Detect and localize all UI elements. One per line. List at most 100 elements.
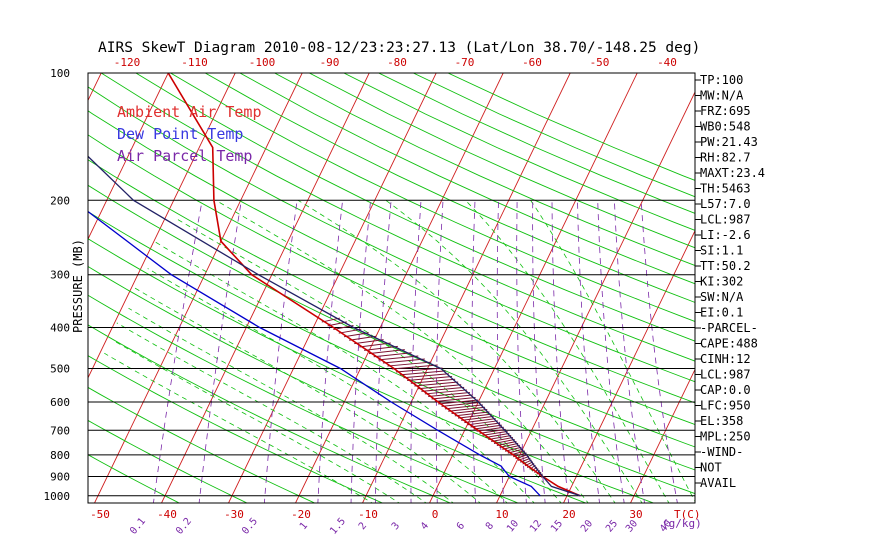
mixing-ratio-line (350, 200, 371, 503)
temp-tick-top: -100 (249, 56, 276, 69)
isotherm-line (94, 73, 303, 503)
pressure-tick-label: 1000 (44, 490, 71, 503)
cape-hatch-line (457, 413, 492, 419)
cape-hatch-line (473, 424, 502, 430)
index-label: LI:-2.6 (700, 228, 751, 242)
legend-entry: Dew Point Temp (117, 125, 243, 143)
mixing-ratio-label: 12 (528, 518, 544, 534)
cape-hatch-line (378, 355, 419, 361)
dry-adiabat-line (88, 159, 695, 448)
index-label: MW:N/A (700, 89, 744, 103)
dry-adiabat-line (88, 86, 695, 383)
temp-tick-bottom: -40 (157, 508, 177, 521)
index-label: LFC:950 (700, 399, 751, 413)
cape-hatch-line (395, 367, 443, 373)
cape-hatch-line (444, 404, 483, 410)
cape-hatch-line (451, 409, 488, 415)
mixing-ratio-line (263, 200, 298, 503)
moist-adiabat-line (147, 268, 508, 503)
index-label: PW:21.43 (700, 135, 758, 149)
cape-hatch-line (461, 415, 494, 421)
isotherm-line (563, 229, 695, 503)
index-label: CAP:0.0 (700, 383, 751, 397)
mixing-ratio-line (471, 200, 477, 503)
pressure-tick-label: 400 (50, 322, 70, 335)
cape-hatch-line (424, 389, 468, 395)
index-label: SW:N/A (700, 290, 744, 304)
pressure-tick-label: 700 (50, 424, 70, 437)
temp-tick-bottom: -10 (358, 508, 378, 521)
pressure-tick-label: 300 (50, 269, 70, 282)
cape-hatch-line (387, 361, 432, 367)
cape-hatch-line (431, 394, 473, 400)
cape-hatch-line (448, 406, 486, 412)
mixing-ratio-line (516, 200, 527, 503)
isobar-lines (88, 199, 695, 497)
mixing-ratio-label: 0.1 (128, 516, 148, 537)
isotherm-line (228, 73, 437, 503)
plot-frame (87, 72, 696, 504)
index-label: LCL:987 (700, 368, 751, 382)
temp-tick-bottom: 30 (629, 508, 642, 521)
mixing-ratio-line (198, 200, 242, 503)
dry-adiabat-line (239, 73, 695, 285)
index-label: MAXT:23.4 (700, 166, 765, 180)
isotherm-line (161, 73, 370, 503)
mixing-ratio-label: 8 (484, 521, 496, 533)
mixing-ratio-line (532, 200, 546, 503)
cape-hatch-line (488, 435, 512, 441)
dry-adiabat-line (88, 184, 695, 471)
dry-adiabat-line (88, 110, 695, 404)
index-label: AVAIL (700, 476, 736, 490)
temp-tick-bottom: 20 (562, 508, 575, 521)
dry-adiabat-line (88, 324, 452, 503)
moist-adiabat-line (530, 200, 695, 503)
cape-hatch-line (349, 335, 377, 341)
cape-hatch-line (464, 418, 496, 424)
moist-adiabat-line (153, 240, 535, 503)
index-label: TH:5463 (700, 182, 751, 196)
mixing-ratio-label: 20 (579, 518, 595, 534)
chart-title: AIRS SkewT Diagram 2010-08-12/23:23:27.1… (98, 40, 700, 56)
mixing-ratio-label: 25 (604, 518, 620, 534)
dry-adiabat-line (88, 134, 695, 426)
dry-adiabat-line (88, 238, 655, 503)
cape-hatch-line (485, 432, 510, 438)
mixing-ratio-line (410, 200, 422, 503)
moist-adiabat-line (465, 200, 670, 503)
index-label: RH:82.7 (700, 151, 751, 165)
mixing-unit-label: (g/kg) (662, 517, 702, 530)
cape-hatch-line (476, 426, 504, 432)
mixing-ratio-line (577, 200, 600, 503)
temp-tick-bottom: 0 (432, 508, 439, 521)
cape-hatch-line (454, 411, 490, 417)
dry-adiabat-line (100, 73, 695, 362)
dry-adiabat-line (88, 294, 520, 503)
index-label: TT:50.2 (700, 259, 751, 273)
cape-hatch-line (482, 430, 508, 436)
index-label: -WIND- (700, 445, 743, 459)
mixing-ratio-label: 1.5 (328, 516, 348, 537)
dry-adiabat-line (88, 265, 587, 503)
temp-tick-top: -90 (320, 56, 340, 69)
cape-hatch-line (417, 384, 462, 390)
dry-adiabat-line (170, 73, 695, 322)
cape-hatch-line (359, 342, 391, 348)
mixing-ratio-line (153, 200, 203, 503)
dry-adiabat-line (309, 73, 695, 249)
pressure-tick-label: 600 (50, 396, 70, 409)
temp-tick-top: -110 (181, 56, 208, 69)
isotherm-line (362, 73, 571, 503)
mixing-ratio-label: 3 (390, 521, 402, 533)
temp-tick-bottom: 10 (495, 508, 508, 521)
index-label: TP:100 (700, 73, 743, 87)
temp-tick-top: -120 (114, 56, 141, 69)
index-label: MPL:250 (700, 430, 751, 444)
cape-hatch-line (403, 373, 449, 379)
index-label: L57:7.0 (700, 197, 751, 211)
cape-hatch-line (467, 420, 498, 426)
cape-hatch-line (441, 401, 481, 407)
pressure-tick-label: 200 (50, 194, 70, 207)
series-line (167, 73, 581, 497)
